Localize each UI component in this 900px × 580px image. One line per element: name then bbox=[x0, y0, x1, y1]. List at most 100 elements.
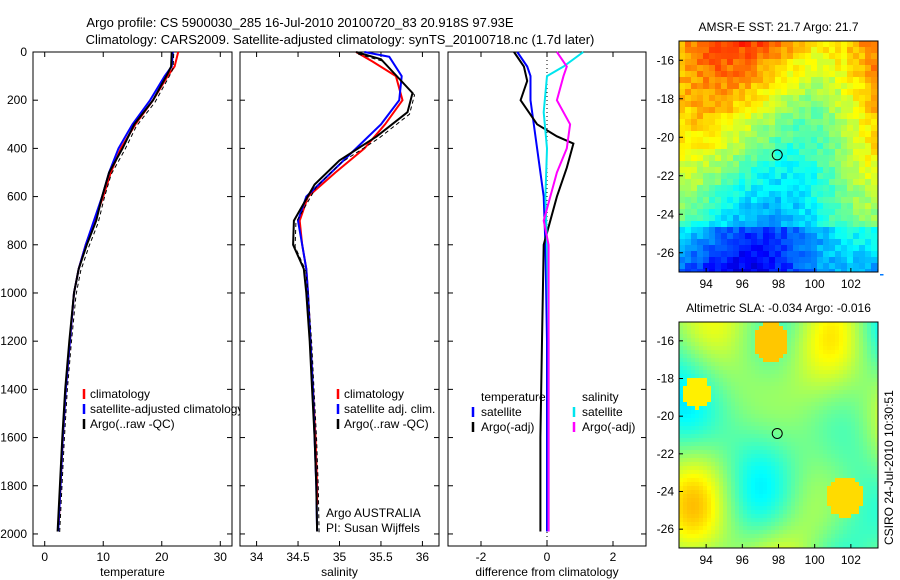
heatmap-cell bbox=[687, 486, 692, 491]
heatmap-cell bbox=[831, 358, 836, 363]
heatmap-cell bbox=[847, 113, 854, 120]
legend-label: climatology bbox=[90, 387, 150, 401]
heatmap-cell bbox=[831, 410, 836, 415]
heatmap-cell bbox=[711, 414, 716, 419]
heatmap-cell bbox=[691, 113, 698, 120]
heatmap-cell bbox=[803, 406, 808, 411]
heatmap-cell bbox=[755, 442, 760, 447]
heatmap-cell bbox=[815, 430, 820, 435]
heatmap-cell bbox=[871, 358, 876, 363]
heatmap-cell bbox=[851, 386, 856, 391]
heatmap-cell bbox=[771, 362, 776, 367]
heatmap-cell bbox=[819, 354, 824, 359]
heatmap-cell bbox=[703, 197, 710, 204]
heatmap-cell bbox=[719, 362, 724, 367]
heatmap-cell bbox=[747, 510, 752, 515]
heatmap-cell bbox=[743, 510, 748, 515]
heatmap-cell bbox=[827, 362, 832, 367]
heatmap-cell bbox=[815, 370, 820, 375]
heatmap-cell bbox=[731, 346, 736, 351]
heatmap-cell bbox=[763, 330, 768, 335]
heatmap-cell bbox=[855, 530, 860, 535]
heatmap-cell bbox=[871, 191, 878, 198]
heatmap-cell bbox=[853, 215, 860, 222]
heatmap-cell bbox=[823, 462, 828, 467]
heatmap-cell bbox=[859, 482, 864, 487]
heatmap-cell bbox=[731, 394, 736, 399]
heatmap-cell bbox=[775, 542, 780, 547]
heatmap-cell bbox=[727, 346, 732, 351]
heatmap-cell bbox=[747, 434, 752, 439]
heatmap-cell bbox=[755, 514, 760, 519]
heatmap-cell bbox=[739, 522, 744, 527]
heatmap-cell bbox=[799, 209, 806, 216]
heatmap-cell bbox=[695, 390, 700, 395]
heatmap-cell bbox=[775, 350, 780, 355]
heatmap-cell bbox=[699, 386, 704, 391]
heatmap-cell bbox=[715, 263, 722, 270]
heatmap-cell bbox=[739, 167, 746, 174]
heatmap-cell bbox=[781, 149, 788, 156]
heatmap-cell bbox=[835, 221, 842, 228]
heatmap-cell bbox=[871, 89, 878, 96]
heatmap-cell bbox=[835, 458, 840, 463]
heatmap-cell bbox=[795, 466, 800, 471]
heatmap-cell bbox=[775, 342, 780, 347]
heatmap-cell bbox=[775, 362, 780, 367]
heatmap-cell bbox=[819, 406, 824, 411]
heatmap-cell bbox=[769, 251, 776, 258]
heatmap-cell bbox=[695, 478, 700, 483]
heatmap-cell bbox=[815, 418, 820, 423]
heatmap-cell bbox=[691, 398, 696, 403]
heatmap-cell bbox=[715, 422, 720, 427]
heatmap-cell bbox=[721, 71, 728, 78]
heatmap-cell bbox=[763, 542, 768, 547]
heatmap-cell bbox=[781, 125, 788, 132]
heatmap-cell bbox=[739, 101, 746, 108]
heatmap-cell bbox=[679, 378, 684, 383]
heatmap-cell bbox=[859, 414, 864, 419]
heatmap-cell bbox=[787, 47, 794, 54]
heatmap-cell bbox=[707, 398, 712, 403]
heatmap-cell bbox=[691, 346, 696, 351]
heatmap-cell bbox=[679, 107, 686, 114]
heatmap-cell bbox=[699, 466, 704, 471]
argo-position-marker bbox=[771, 149, 783, 161]
heatmap-cell bbox=[691, 354, 696, 359]
heatmap-cell bbox=[803, 402, 808, 407]
heatmap-cell bbox=[697, 113, 704, 120]
heatmap-cell bbox=[755, 530, 760, 535]
heatmap-cell bbox=[853, 173, 860, 180]
heatmap-cell bbox=[799, 257, 806, 264]
heatmap-cell bbox=[843, 518, 848, 523]
heatmap-cell bbox=[775, 398, 780, 403]
heatmap-cell bbox=[699, 438, 704, 443]
heatmap-cell bbox=[711, 390, 716, 395]
heatmap-cell bbox=[727, 245, 734, 252]
legend-label: climatology bbox=[344, 387, 404, 401]
heatmap-cell bbox=[751, 346, 756, 351]
heatmap-cell bbox=[855, 438, 860, 443]
heatmap-cell bbox=[695, 462, 700, 467]
heatmap-cell bbox=[847, 149, 854, 156]
heatmap-cell bbox=[747, 330, 752, 335]
heatmap-cell bbox=[721, 191, 728, 198]
heatmap-cell bbox=[683, 466, 688, 471]
heatmap-cell bbox=[683, 426, 688, 431]
heatmap-cell bbox=[719, 510, 724, 515]
heatmap-cell bbox=[715, 330, 720, 335]
heatmap-cell bbox=[687, 414, 692, 419]
heatmap-cell bbox=[763, 378, 768, 383]
heatmap-cell bbox=[739, 113, 746, 120]
heatmap-cell bbox=[875, 370, 880, 375]
heatmap-cell bbox=[733, 83, 740, 90]
heatmap-cell bbox=[715, 95, 722, 102]
heatmap-cell bbox=[743, 346, 748, 351]
heatmap-cell bbox=[687, 322, 692, 327]
heatmap-cell bbox=[803, 446, 808, 451]
heatmap-cell bbox=[775, 450, 780, 455]
heatmap-cell bbox=[699, 494, 704, 499]
series-line-black bbox=[513, 51, 575, 532]
heatmap-cell bbox=[819, 490, 824, 495]
heatmap-cell bbox=[799, 149, 806, 156]
